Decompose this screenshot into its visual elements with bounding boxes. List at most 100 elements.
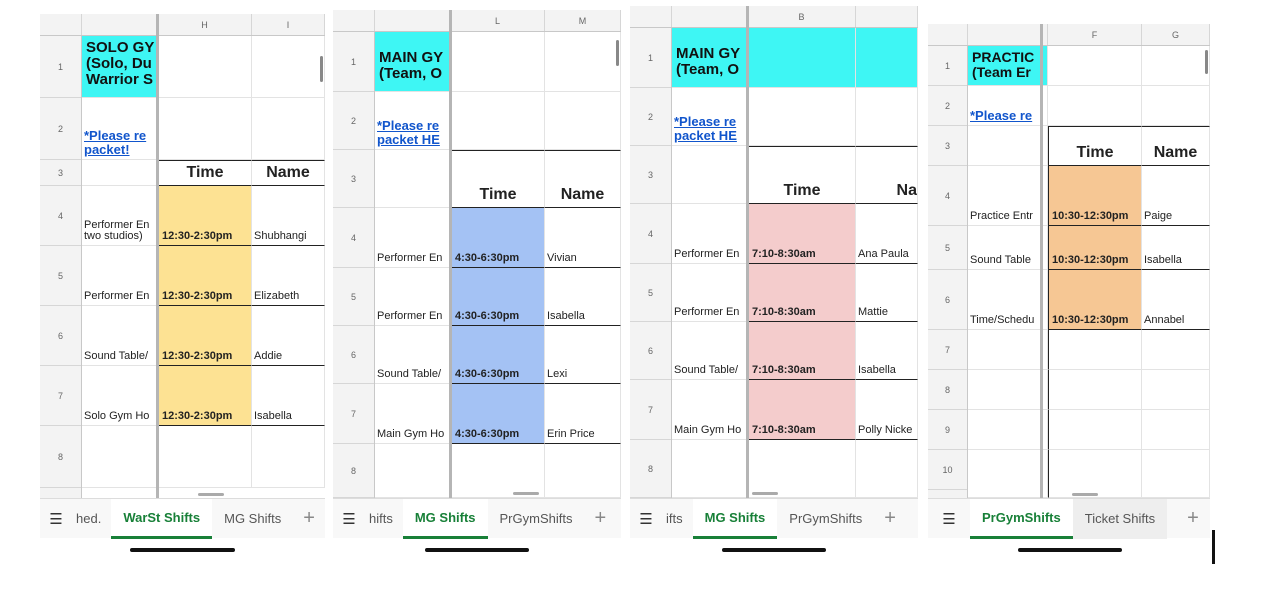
- role-cell[interactable]: Time/Schedu: [968, 270, 1048, 330]
- cell[interactable]: [672, 146, 748, 204]
- column-header-h[interactable]: H: [158, 14, 252, 35]
- row-header[interactable]: 7: [40, 366, 81, 426]
- row-header[interactable]: 1: [40, 36, 81, 98]
- row-header[interactable]: 8: [630, 440, 671, 498]
- shift-time-cell[interactable]: 4:30-6:30pm: [451, 384, 545, 444]
- cell[interactable]: [1142, 86, 1210, 126]
- row-header[interactable]: 9: [928, 410, 967, 450]
- cell[interactable]: [1048, 46, 1142, 86]
- sheet-tab[interactable]: hed.: [76, 511, 102, 526]
- role-cell[interactable]: Practice Entr: [968, 166, 1048, 226]
- shift-time-cell[interactable]: 12:30-2:30pm: [158, 246, 252, 306]
- row-header[interactable]: 4: [40, 186, 81, 246]
- shift-time-cell[interactable]: 7:10-8:30am: [748, 264, 856, 322]
- all-sheets-menu-icon[interactable]: ☰: [639, 510, 653, 528]
- column-header-f[interactable]: F: [1048, 24, 1142, 45]
- sheet-tab-active[interactable]: WarSt Shifts: [111, 498, 213, 539]
- sheet-title-cell[interactable]: PRACTIC (Team Er: [968, 46, 1048, 86]
- instructions-link[interactable]: *Please re packet HE: [672, 88, 748, 146]
- frozen-column-divider[interactable]: [746, 6, 749, 498]
- row-header[interactable]: 8: [40, 426, 81, 488]
- row-header[interactable]: 2: [630, 88, 671, 146]
- cell[interactable]: [1048, 330, 1142, 370]
- role-cell[interactable]: Performer En: [375, 268, 451, 326]
- cell[interactable]: [545, 444, 621, 498]
- role-cell[interactable]: Sound Table/: [82, 306, 158, 366]
- horizontal-scrollbar[interactable]: [198, 493, 224, 496]
- name-header-cell[interactable]: Na: [856, 146, 918, 204]
- shift-time-cell[interactable]: 10:30-12:30pm: [1048, 226, 1142, 270]
- column-header-b[interactable]: B: [748, 6, 856, 27]
- add-sheet-icon[interactable]: +: [1187, 507, 1199, 529]
- cell[interactable]: [375, 444, 451, 498]
- cell[interactable]: [1048, 86, 1142, 126]
- row-header[interactable]: 7: [928, 330, 967, 370]
- shift-time-cell[interactable]: 7:10-8:30am: [748, 322, 856, 380]
- sheet-tab[interactable]: PrGymShifts: [789, 511, 863, 526]
- cell[interactable]: [1048, 410, 1142, 450]
- role-cell[interactable]: Main Gym Ho: [375, 384, 451, 444]
- column-header-k[interactable]: [375, 10, 451, 31]
- horizontal-scrollbar[interactable]: [752, 492, 778, 495]
- row-header[interactable]: 10: [928, 450, 967, 490]
- cell[interactable]: [451, 92, 545, 150]
- cell[interactable]: [856, 28, 918, 88]
- cell[interactable]: [968, 330, 1048, 370]
- cell[interactable]: [1142, 370, 1210, 410]
- frozen-column-divider[interactable]: [1040, 24, 1043, 498]
- sheet-title-cell[interactable]: SOLO GY (Solo, Du Warrior S: [82, 36, 158, 98]
- role-cell[interactable]: Main Gym Ho: [672, 380, 748, 440]
- shift-time-cell[interactable]: 4:30-6:30pm: [451, 268, 545, 326]
- cell[interactable]: [672, 440, 748, 498]
- cell[interactable]: [968, 450, 1048, 498]
- row-header[interactable]: 5: [40, 246, 81, 306]
- sheet-title-cell[interactable]: MAIN GY (Team, O: [375, 32, 451, 92]
- cell[interactable]: [451, 444, 545, 498]
- sheet-tab[interactable]: hifts: [369, 511, 393, 526]
- instructions-link[interactable]: *Please re packet!: [82, 98, 158, 160]
- add-sheet-icon[interactable]: +: [594, 507, 607, 529]
- add-sheet-icon[interactable]: +: [303, 507, 315, 529]
- row-header[interactable]: 1: [630, 28, 671, 88]
- cell[interactable]: [252, 98, 325, 160]
- name-header-cell[interactable]: Name: [252, 160, 325, 186]
- row-header[interactable]: 2: [40, 98, 81, 160]
- cell[interactable]: [82, 426, 158, 488]
- role-cell[interactable]: Sound Table: [968, 226, 1048, 270]
- add-sheet-icon[interactable]: +: [884, 507, 896, 529]
- cell[interactable]: [968, 126, 1048, 166]
- cell[interactable]: [158, 426, 252, 488]
- row-header[interactable]: 6: [630, 322, 671, 380]
- shift-time-cell[interactable]: 12:30-2:30pm: [158, 186, 252, 246]
- column-header-g[interactable]: G: [1142, 24, 1210, 45]
- volunteer-name-cell[interactable]: Ana Paula: [856, 204, 918, 264]
- cell[interactable]: [748, 88, 856, 146]
- volunteer-name-cell[interactable]: Isabella: [252, 366, 325, 426]
- volunteer-name-cell[interactable]: Lexi: [545, 326, 621, 384]
- row-header[interactable]: 8: [333, 444, 374, 498]
- cell[interactable]: [968, 370, 1048, 410]
- row-header[interactable]: 3: [40, 160, 81, 186]
- cell[interactable]: [1048, 450, 1142, 498]
- row-header[interactable]: 1: [928, 46, 967, 86]
- role-cell[interactable]: Performer En: [82, 246, 158, 306]
- row-header[interactable]: 6: [40, 306, 81, 366]
- time-header-cell[interactable]: Time: [748, 146, 856, 204]
- row-header[interactable]: 4: [333, 208, 374, 268]
- time-header-cell[interactable]: Time: [1048, 126, 1142, 166]
- shift-time-cell[interactable]: 7:10-8:30am: [748, 380, 856, 440]
- time-header-cell[interactable]: Time: [158, 160, 252, 186]
- cell[interactable]: [1142, 450, 1210, 498]
- volunteer-name-cell[interactable]: Shubhangi: [252, 186, 325, 246]
- row-header[interactable]: 7: [630, 380, 671, 440]
- instructions-link[interactable]: *Please re packet HE: [375, 92, 451, 150]
- shift-time-cell[interactable]: 4:30-6:30pm: [451, 326, 545, 384]
- instructions-link[interactable]: *Please re: [968, 86, 1048, 126]
- name-header-cell[interactable]: Name: [1142, 126, 1210, 166]
- role-cell[interactable]: Solo Gym Ho: [82, 366, 158, 426]
- volunteer-name-cell[interactable]: Isabella: [1142, 226, 1210, 270]
- cell[interactable]: [252, 36, 325, 98]
- sheet-tab-active[interactable]: PrGymShifts: [970, 498, 1073, 539]
- cell[interactable]: [451, 32, 545, 92]
- time-header-cell[interactable]: Time: [451, 150, 545, 208]
